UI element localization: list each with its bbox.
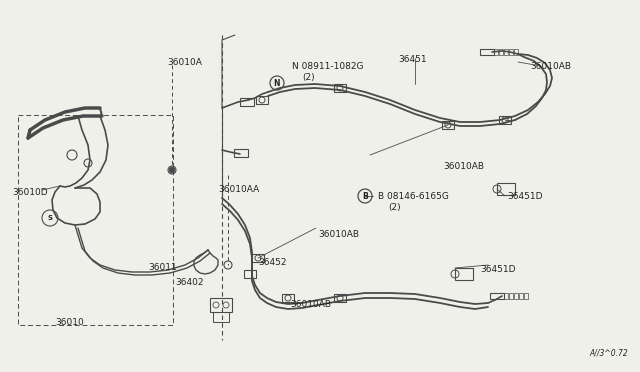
Text: 36010D: 36010D: [12, 188, 47, 197]
Bar: [514, 293, 518, 299]
Bar: [252, 254, 264, 262]
Text: 36010AB: 36010AB: [443, 162, 484, 171]
Bar: [334, 294, 346, 302]
Text: 36451D: 36451D: [507, 192, 543, 201]
Bar: [480, 49, 494, 55]
Text: 36011: 36011: [148, 263, 177, 272]
Bar: [210, 298, 232, 312]
Text: S: S: [47, 215, 52, 221]
Bar: [234, 149, 248, 157]
Bar: [509, 293, 513, 299]
Bar: [499, 49, 503, 55]
Text: N: N: [274, 78, 280, 87]
Text: (2): (2): [388, 203, 401, 212]
Bar: [240, 98, 254, 106]
Text: B 08146-6165G: B 08146-6165G: [378, 192, 449, 201]
Bar: [282, 294, 294, 302]
Text: 36010: 36010: [55, 318, 84, 327]
Circle shape: [169, 167, 175, 173]
Bar: [490, 293, 504, 299]
Bar: [504, 49, 508, 55]
Text: (2): (2): [302, 73, 315, 82]
Bar: [499, 116, 511, 124]
Bar: [509, 49, 513, 55]
Text: 36010AB: 36010AB: [530, 62, 571, 71]
Text: A//3^0.72: A//3^0.72: [589, 349, 628, 358]
Text: 36452: 36452: [258, 258, 287, 267]
Bar: [18, 115, 173, 325]
Text: N 08911-1082G: N 08911-1082G: [292, 62, 364, 71]
Bar: [494, 49, 498, 55]
Bar: [497, 183, 515, 195]
Text: B: B: [362, 192, 368, 201]
Bar: [334, 84, 346, 92]
Text: 36010AB: 36010AB: [318, 230, 359, 239]
Bar: [442, 121, 454, 129]
Bar: [504, 293, 508, 299]
Bar: [519, 293, 523, 299]
Text: 36010AB: 36010AB: [290, 300, 331, 309]
Text: 36010A: 36010A: [167, 58, 202, 67]
Bar: [213, 312, 229, 322]
Bar: [514, 49, 518, 55]
Bar: [256, 96, 268, 104]
Text: 36451D: 36451D: [480, 265, 515, 274]
Bar: [455, 268, 473, 280]
Bar: [524, 293, 528, 299]
Bar: [244, 270, 256, 278]
Text: 36402: 36402: [175, 278, 204, 287]
Text: 36451: 36451: [398, 55, 427, 64]
Text: 36010AA: 36010AA: [218, 185, 259, 194]
